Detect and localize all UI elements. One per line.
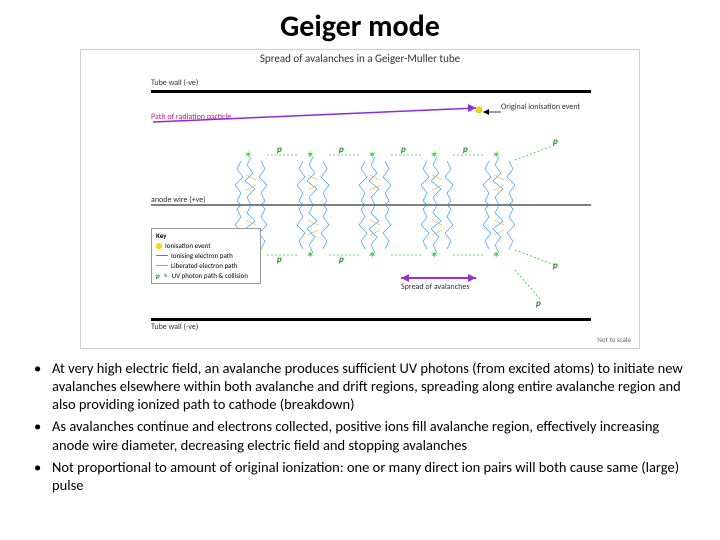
bullet-item: Not proportional to amount of original i… <box>32 458 696 494</box>
bullet-list: At very high electric field, an avalanch… <box>24 359 696 494</box>
tube-wall-top <box>151 90 591 93</box>
avalanche-cluster-3 <box>359 157 391 253</box>
not-to-scale-label: Not to scale <box>597 335 631 344</box>
avalanche-cluster-4 <box>421 157 453 253</box>
uv-star-icon: ✶ <box>430 148 438 161</box>
legend-dot-icon <box>156 243 162 249</box>
bullet-item: As avalanches continue and electrons col… <box>32 417 696 453</box>
tube-wall-bottom <box>151 318 591 321</box>
avalanche-cluster-2 <box>297 157 329 253</box>
legend-row: Liberated electron path <box>156 261 256 270</box>
p-label: p <box>536 298 541 309</box>
uv-star-icon: ✶ <box>430 248 438 261</box>
p-label: p <box>339 144 344 155</box>
p-label: p <box>553 136 558 147</box>
legend-label: UV photon path & collision <box>172 271 248 280</box>
p-label: p <box>277 144 282 155</box>
p-label: p <box>553 260 558 271</box>
uv-star-icon: ✶ <box>306 248 314 261</box>
legend-line-icon <box>156 265 168 266</box>
legend-star-icon: ✶ <box>163 271 169 280</box>
p-label: p <box>401 144 406 155</box>
diagram-title: Spread of avalanches in a Geiger-Muller … <box>81 52 639 65</box>
uv-star-icon: ✶ <box>368 248 376 261</box>
p-label: p <box>277 254 282 265</box>
legend-label: Ionisation event <box>165 241 211 250</box>
p-label: p <box>463 144 468 155</box>
legend-row: Ionisation event <box>156 241 256 250</box>
avalanche-cluster-5 <box>483 157 515 253</box>
legend-title: Key <box>156 231 256 240</box>
uv-star-icon: ✶ <box>368 148 376 161</box>
legend-label: Ionising electron path <box>171 251 233 260</box>
anode-wire-label: anode wire (+ve) <box>151 195 206 205</box>
tube-wall-top-label: Tube wall (-ve) <box>151 78 198 88</box>
p-label: p <box>339 254 344 265</box>
uv-star-icon: ✶ <box>306 148 314 161</box>
legend-line-icon <box>156 255 168 256</box>
legend-box: Key Ionisation event Ionising electron p… <box>151 228 261 284</box>
uv-star-icon: ✶ <box>492 148 500 161</box>
uv-star-icon: ✶ <box>492 248 500 261</box>
bullet-item: At very high electric field, an avalanch… <box>32 359 696 413</box>
legend-p-icon: p <box>156 271 160 280</box>
radiation-arrowhead <box>468 104 476 112</box>
tube-wall-bottom-label: Tube wall (-ve) <box>151 322 198 332</box>
slide-title: Geiger mode <box>24 8 696 45</box>
origin-event-label: Original ionisation event <box>501 102 580 112</box>
legend-label: Liberated electron path <box>171 261 237 270</box>
diagram-container: Spread of avalanches in a Geiger-Muller … <box>80 49 640 349</box>
origin-ionisation-dot <box>476 107 482 113</box>
legend-row: Ionising electron path <box>156 251 256 260</box>
legend-row: p ✶ UV photon path & collision <box>156 271 256 280</box>
uv-star-icon: ✶ <box>244 148 252 161</box>
uv-photon-paths <box>267 145 555 300</box>
spread-avalanches-label: Spread of avalanches <box>401 282 469 292</box>
radiation-path-label: Path of radiation particle <box>151 112 231 122</box>
